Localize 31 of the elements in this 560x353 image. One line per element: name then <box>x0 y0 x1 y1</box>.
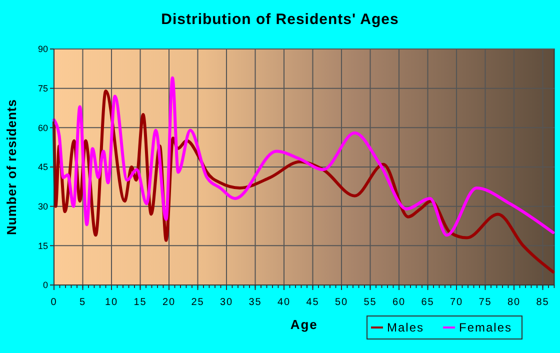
y-axis-title: Number of residents <box>4 99 19 235</box>
y-tick-label: 60 <box>38 122 48 133</box>
y-tick-label: 75 <box>38 83 48 94</box>
y-tick-label: 15 <box>38 240 48 251</box>
x-tick-label: 0 <box>50 297 58 308</box>
y-tick-label: 45 <box>38 162 48 172</box>
legend-label: Females <box>459 320 512 335</box>
y-tick-label: 0 <box>42 280 48 290</box>
y-tick-label: 30 <box>38 201 48 212</box>
x-axis-title: Age <box>290 317 318 332</box>
x-tick-label: 5 <box>79 297 86 308</box>
x-tick-label: 80 <box>507 297 521 308</box>
x-tick-label: 85 <box>536 297 550 308</box>
chart-title: Distribution of Residents' Ages <box>161 11 399 28</box>
x-tick-label: 10 <box>104 297 118 308</box>
x-tick-label: 55 <box>364 297 377 308</box>
x-tick-label: 60 <box>392 297 406 308</box>
x-tick-label: 65 <box>421 297 434 308</box>
x-tick-label: 15 <box>134 297 147 308</box>
legend-label: Males <box>387 320 424 335</box>
x-tick-label: 75 <box>478 297 492 308</box>
y-tick-label: 90 <box>38 44 48 54</box>
line-series <box>52 76 555 237</box>
x-tick-label: 25 <box>191 297 204 308</box>
x-tick-label: 20 <box>162 297 176 308</box>
x-tick-label: 45 <box>306 297 320 308</box>
x-tick-label: 30 <box>220 297 234 308</box>
x-tick-label: 70 <box>450 297 464 308</box>
x-tick-label: 40 <box>277 297 291 308</box>
x-tick-label: 50 <box>334 297 348 308</box>
x-tick-label: 35 <box>248 297 262 308</box>
